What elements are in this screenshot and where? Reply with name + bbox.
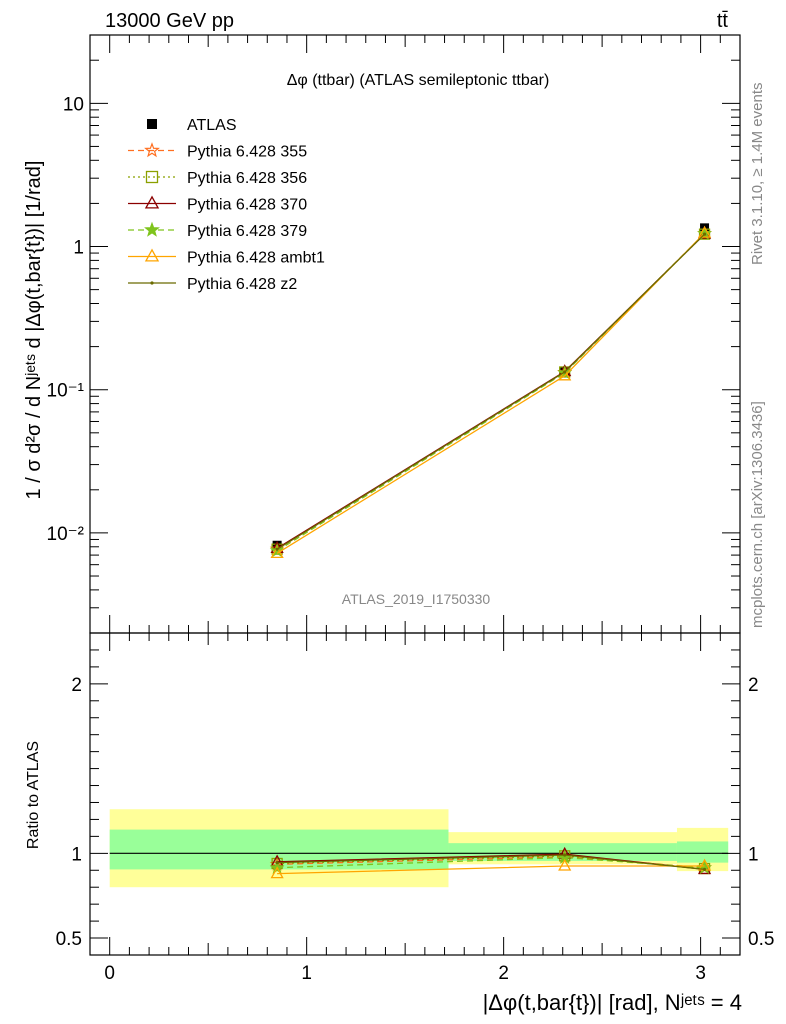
legend-label-0: ATLAS (187, 117, 237, 134)
ratio-series-layer (269, 846, 712, 879)
data-point-6-1 (563, 370, 567, 374)
data-point-5-0 (270, 545, 284, 558)
ratio-y-tick-label-right: 0.5 (748, 929, 774, 950)
x-tick-label: 1 (301, 963, 312, 984)
plot-title: Δφ (ttbar) (ATLAS semileptonic ttbar) (287, 72, 550, 89)
legend-marker-5 (144, 248, 160, 262)
main-axes-layer: 10⁻² 10⁻¹ 1 10 (47, 34, 741, 634)
ratio-y-tick-label-right: 1 (748, 844, 759, 865)
ratio-point-5-1 (563, 853, 567, 857)
legend-marker-3 (144, 195, 160, 209)
ratio-y-tick-label: 2 (71, 675, 82, 696)
x-tick-label: 0 (104, 963, 115, 984)
data-point-6-2 (702, 232, 707, 236)
ratio-y-tick-label: 1 (71, 844, 82, 865)
ratio-point-4-1 (558, 858, 572, 871)
ratio-y-tick-label-right: 2 (748, 675, 759, 696)
ratio-y-axis-label: Ratio to ATLAS (25, 741, 42, 849)
ratio-band-layer (109, 809, 729, 888)
main-y-tick-label: 10 (63, 94, 84, 115)
legend-marker-4 (144, 221, 160, 237)
main-y-tick-label: 10⁻¹ (47, 381, 85, 402)
legend: ATLAS Pythia 6.428 355 Pythia 6.428 356 Pyt… (128, 117, 325, 293)
series-line-1 (276, 233, 706, 550)
legend-marker-6 (150, 281, 154, 285)
x-tick-label: 2 (498, 963, 509, 984)
legend-label-2: Pythia 6.428 356 (187, 170, 307, 187)
main-plot: 10⁻² 10⁻¹ 1 10 Δφ (ttbar) (ATLAS semilepton… (23, 34, 741, 634)
legend-label-1: Pythia 6.428 355 (187, 144, 307, 161)
data-point-5-1 (558, 368, 572, 381)
main-y-tick-label: 10⁻² (47, 524, 85, 545)
main-y-tick-label: 1 (73, 238, 84, 259)
stat-uncertainty-band-2 (676, 841, 729, 863)
legend-marker-0 (147, 119, 157, 129)
energy-label: 13000 GeV pp (105, 10, 234, 32)
legend-label-4: Pythia 6.428 379 (187, 223, 307, 240)
ratio-axes-layer: 0.5 0.5 1 1 2 2 0 1 2 3 (56, 632, 774, 984)
main-series-layer (269, 223, 712, 558)
legend-marker-2 (145, 170, 159, 184)
series-line-6 (276, 233, 706, 550)
ratio-y-tick-label: 0.5 (56, 929, 82, 950)
legend-marker-1 (144, 142, 160, 158)
series-line-4 (276, 233, 706, 552)
main-y-axis-label: 1 / σ d²σ / d Nʲᵉᵗˢ d |Δφ(t,bar{t})| [1/… (23, 161, 45, 500)
legend-label-5: Pythia 6.428 ambt1 (187, 250, 325, 267)
x-axis-label: |Δφ(t,bar{t})| [rad], Nʲᵉᵗˢ = 4 (483, 990, 742, 1015)
data-point-6-0 (275, 547, 279, 551)
ratio-plot: 0.5 0.5 1 1 2 2 0 1 2 3 Ratio to ATLAS |Δφ(t,bar{… (25, 632, 774, 1015)
ratio-point-5-2 (702, 867, 707, 872)
source-label: mcplots.cern.ch [arXiv:1306.3436] (749, 401, 766, 628)
data-point-5-2 (697, 225, 712, 238)
ratio-line-4 (277, 865, 705, 875)
process-label: tt̄ (717, 10, 729, 32)
legend-label-3: Pythia 6.428 370 (187, 197, 307, 214)
ratio-frame (89, 632, 741, 956)
analysis-watermark: ATLAS_2019_I1750330 (342, 591, 491, 607)
series-line-5 (276, 232, 706, 554)
series-line-2 (276, 233, 706, 550)
ratio-point-5-0 (275, 861, 279, 865)
legend-label-6: Pythia 6.428 z2 (187, 276, 297, 293)
x-tick-label: 3 (695, 963, 706, 984)
series-line-3 (276, 233, 706, 549)
rivet-label: Rivet 3.1.10, ≥ 1.4M events (749, 83, 766, 266)
ratio-point-4-0 (270, 866, 284, 879)
